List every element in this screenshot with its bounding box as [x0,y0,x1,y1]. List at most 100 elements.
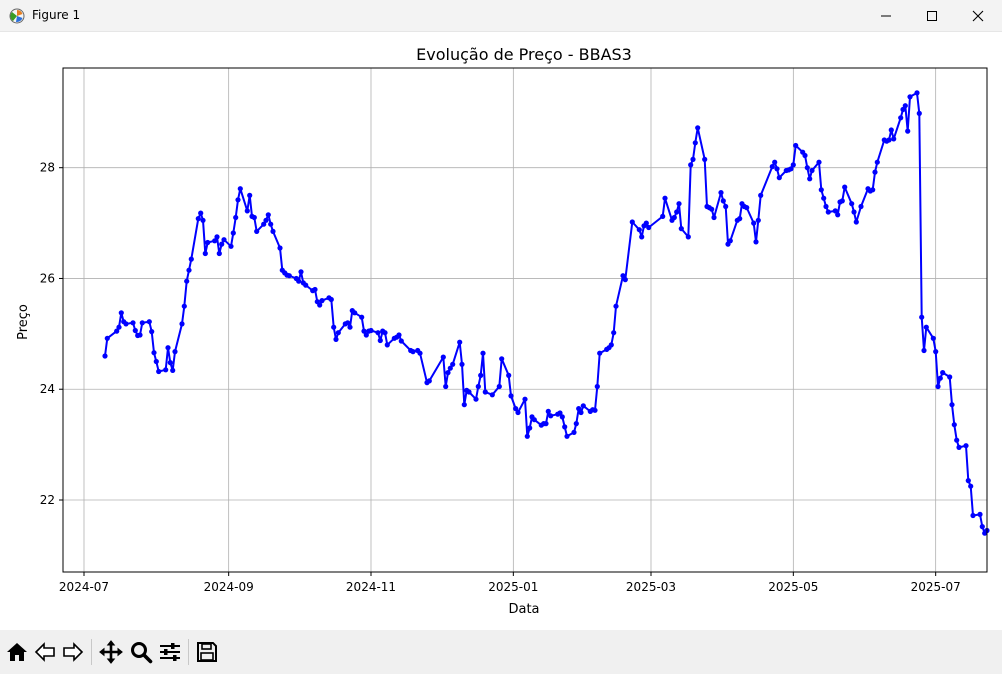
home-button[interactable] [3,638,31,666]
data-point [212,238,218,244]
x-tick-label: 2024-11 [346,580,396,594]
data-point [478,372,484,378]
data-point [916,110,922,116]
data-point [608,342,614,348]
data-point [690,156,696,162]
data-point [219,241,225,247]
data-point [298,269,304,275]
data-point [620,273,626,279]
data-point [858,203,864,210]
axes-frame [62,67,988,573]
pan-button[interactable] [97,638,125,666]
data-point [184,278,190,284]
toolbar-separator [91,639,92,665]
data-point [564,433,570,439]
data-point [482,389,488,395]
data-point [930,335,936,341]
data-point [506,372,512,378]
data-point [172,349,178,355]
data-point [513,406,519,412]
figure-canvas[interactable]: 2024-07 2024-09 2024-11 2025-01 2025-03 2025-… [0,32,1002,630]
data-point [755,217,761,223]
data-point [688,162,694,168]
data-point [475,383,481,390]
data-point [578,409,584,416]
data-point [277,245,283,251]
save-button[interactable] [193,638,221,666]
data-point [702,156,708,162]
close-button[interactable] [955,0,1001,31]
data-point [396,332,402,338]
data-point [807,176,813,182]
data-point [328,296,334,303]
zoom-button[interactable] [127,638,155,666]
data-point [312,286,318,293]
data-point [793,142,799,149]
data-point [720,198,726,204]
data-point [352,310,358,316]
data-point [947,374,953,380]
data-point [835,212,841,218]
data-point [769,164,775,170]
data-point [303,282,309,288]
x-tick-label: 2025-03 [626,580,676,594]
maximize-button[interactable] [909,0,955,31]
data-point [116,324,122,330]
data-point [597,350,603,356]
data-point [195,216,201,222]
data-point [933,349,939,355]
data-point [888,127,894,133]
data-point [622,277,628,283]
data-point [576,406,582,412]
data-point [531,417,537,423]
axis-ticks: 2024-07 2024-09 2024-11 2025-01 2025-03 2025-… [40,161,961,594]
data-point [254,228,260,234]
data-point [317,302,323,308]
data-point [499,356,505,362]
data-point [744,205,750,211]
y-axis-label: Preço [16,304,31,340]
home-icon [7,643,27,661]
data-point [594,383,600,390]
data-point [216,250,222,257]
data-point [221,237,227,243]
data-point [839,198,845,204]
data-point [286,273,292,279]
data-point [270,228,276,234]
data-point [611,330,617,336]
series-line [104,91,988,535]
data-point [891,136,897,142]
data-point [671,214,677,221]
forward-button[interactable] [59,638,87,666]
data-point [153,358,159,365]
data-point [461,402,467,408]
data-point [447,365,453,371]
data-point [678,226,684,232]
data-point [949,402,955,408]
data-point [359,314,365,320]
data-point [345,320,351,326]
data-point [914,90,920,96]
data-point [102,353,108,359]
data-point [466,389,472,395]
back-button[interactable] [31,638,59,666]
minimize-button[interactable] [863,0,909,31]
data-point [228,243,234,249]
configure-subplots-button[interactable] [156,638,184,666]
data-point [709,206,715,212]
data-point [473,396,479,402]
data-point [480,350,486,356]
data-point [758,192,764,198]
data-point [674,209,680,215]
data-point [104,335,110,341]
data-point [639,234,645,240]
data-point [872,169,878,175]
chart-title: Evolução de Preço - BBAS3 [416,45,632,64]
data-point [660,213,666,219]
data-point [198,210,204,216]
data-point [905,128,911,134]
data-point [643,220,649,226]
data-point [440,354,446,360]
data-point [695,125,701,131]
window-titlebar: Figure 1 [0,0,1002,32]
